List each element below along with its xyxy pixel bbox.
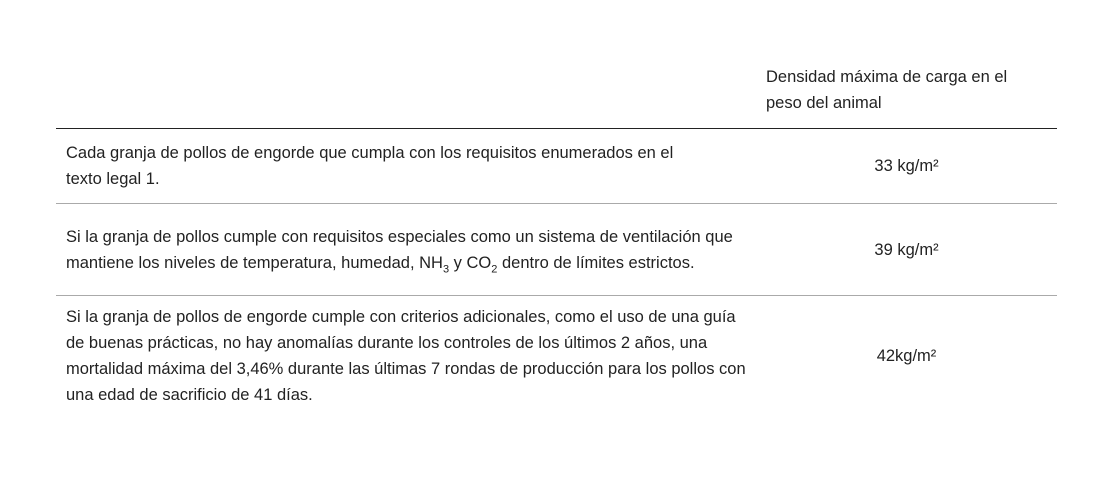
table-row: Si la granja de pollos de engorde cumple… [56,296,1057,416]
row-description: Si la granja de pollos de engorde cumple… [66,307,746,404]
header-col2: Densidad máxima de carga en el peso del … [756,62,1057,129]
row-value: 39 kg/m² [756,203,1057,296]
table-row: Cada granja de pollos de engorde que cum… [56,128,1057,204]
table-row: Si la granja de pollos cumple con requis… [56,203,1057,296]
row-value: 33 kg/m² [756,128,1057,204]
row-value: 42kg/m² [876,346,937,365]
stocking-density-table: Densidad máxima de carga en el peso del … [56,62,1057,416]
row-description: Si la granja de pollos cumple con requis… [56,203,756,296]
header-row: Densidad máxima de carga en el peso del … [56,62,1057,129]
row-description: Cada granja de pollos de engorde que cum… [66,144,674,188]
header-col1 [56,62,756,129]
